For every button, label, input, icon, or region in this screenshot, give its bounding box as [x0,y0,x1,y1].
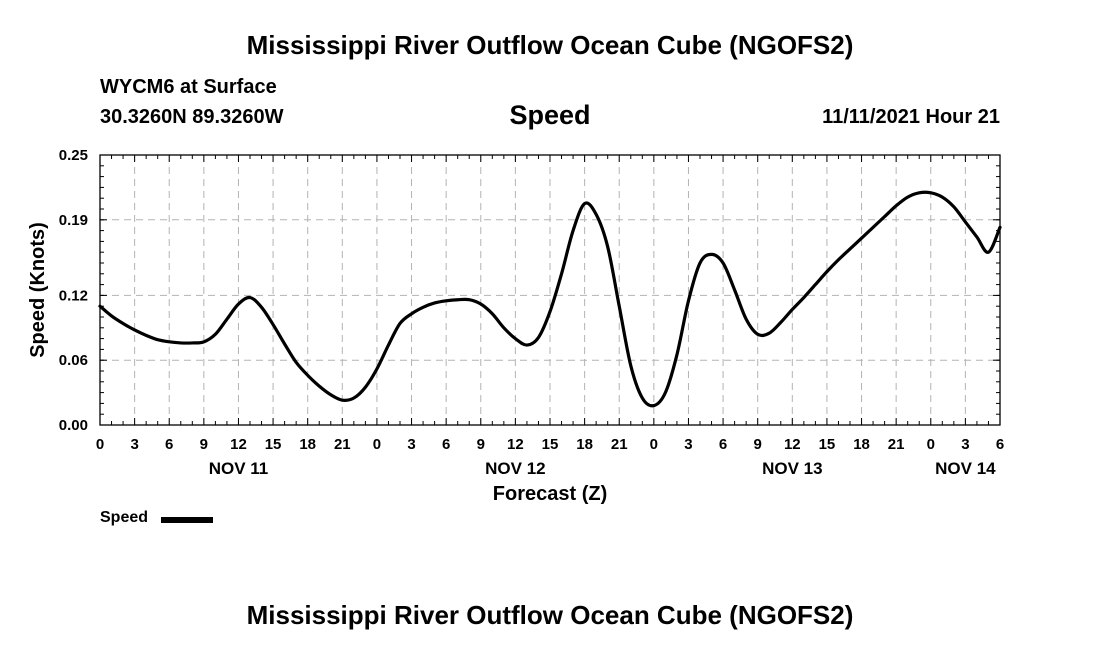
x-tick-label: 0 [373,436,381,453]
x-tick-label: 9 [754,436,762,453]
variable-name: Speed [509,100,591,130]
x-tick-label: 6 [442,436,450,453]
y-tick-label: 0.25 [59,147,88,164]
x-tick-label: 0 [927,436,935,453]
plot-frame [99,154,1001,426]
x-axis-label: Forecast (Z) [493,483,607,505]
x-tick-label: 21 [888,436,905,453]
day-label: NOV 11 [209,459,269,478]
day-label: NOV 14 [935,459,996,478]
x-tick-label: 12 [784,436,801,453]
x-tick-label: 21 [611,436,628,453]
station-coordinates: 30.3260N 89.3260W [100,106,284,128]
speed-series-line [98,190,1002,408]
x-tick-label: 15 [819,436,836,453]
y-tick-label: 0.12 [59,287,88,304]
footer-title: Mississippi River Outflow Ocean Cube (NG… [246,600,854,630]
x-tick-label: 6 [165,436,173,453]
day-label: NOV 12 [485,459,545,478]
legend-swatch [161,517,213,523]
x-tick-label: 0 [96,436,104,453]
x-tick-label: 18 [576,436,593,453]
station-label: WYCM6 at Surface [100,76,277,98]
gridlines [99,155,1001,425]
chart-title: Mississippi River Outflow Ocean Cube (NG… [246,30,854,60]
x-tick-label: 15 [265,436,282,453]
y-tick-label: 0.06 [59,352,88,369]
x-tick-label: 18 [853,436,870,453]
x-tick-label: 12 [507,436,524,453]
y-tick-label: 0.19 [59,212,88,229]
x-tick-label: 0 [650,436,658,453]
x-tick-label: 12 [230,436,247,453]
y-tick-label: 0.00 [59,417,88,434]
x-tick-label: 9 [200,436,208,453]
day-label: NOV 13 [762,459,822,478]
x-tick-label: 21 [334,436,351,453]
x-tick-label: 3 [684,436,692,453]
x-tick-label: 3 [130,436,138,453]
x-tick-label: 18 [299,436,316,453]
x-tick-label: 3 [961,436,969,453]
forecast-timestamp: 11/11/2021 Hour 21 [822,106,1000,128]
x-tick-label: 6 [996,436,1004,453]
x-tick-label: 6 [719,436,727,453]
y-axis-label: Speed (Knots) [27,222,49,358]
tick-labels: 0 3 6 9 12 15 18 21 0 3 6 9 12 15 18 21 0 3 6 9 12 15 18 21 0 3 6 0… [59,147,1004,478]
x-tick-label: 15 [542,436,559,453]
x-tick-label: 3 [407,436,415,453]
axis-ticks [99,154,1001,426]
x-tick-label: 9 [477,436,485,453]
legend-label: Speed [100,509,149,526]
